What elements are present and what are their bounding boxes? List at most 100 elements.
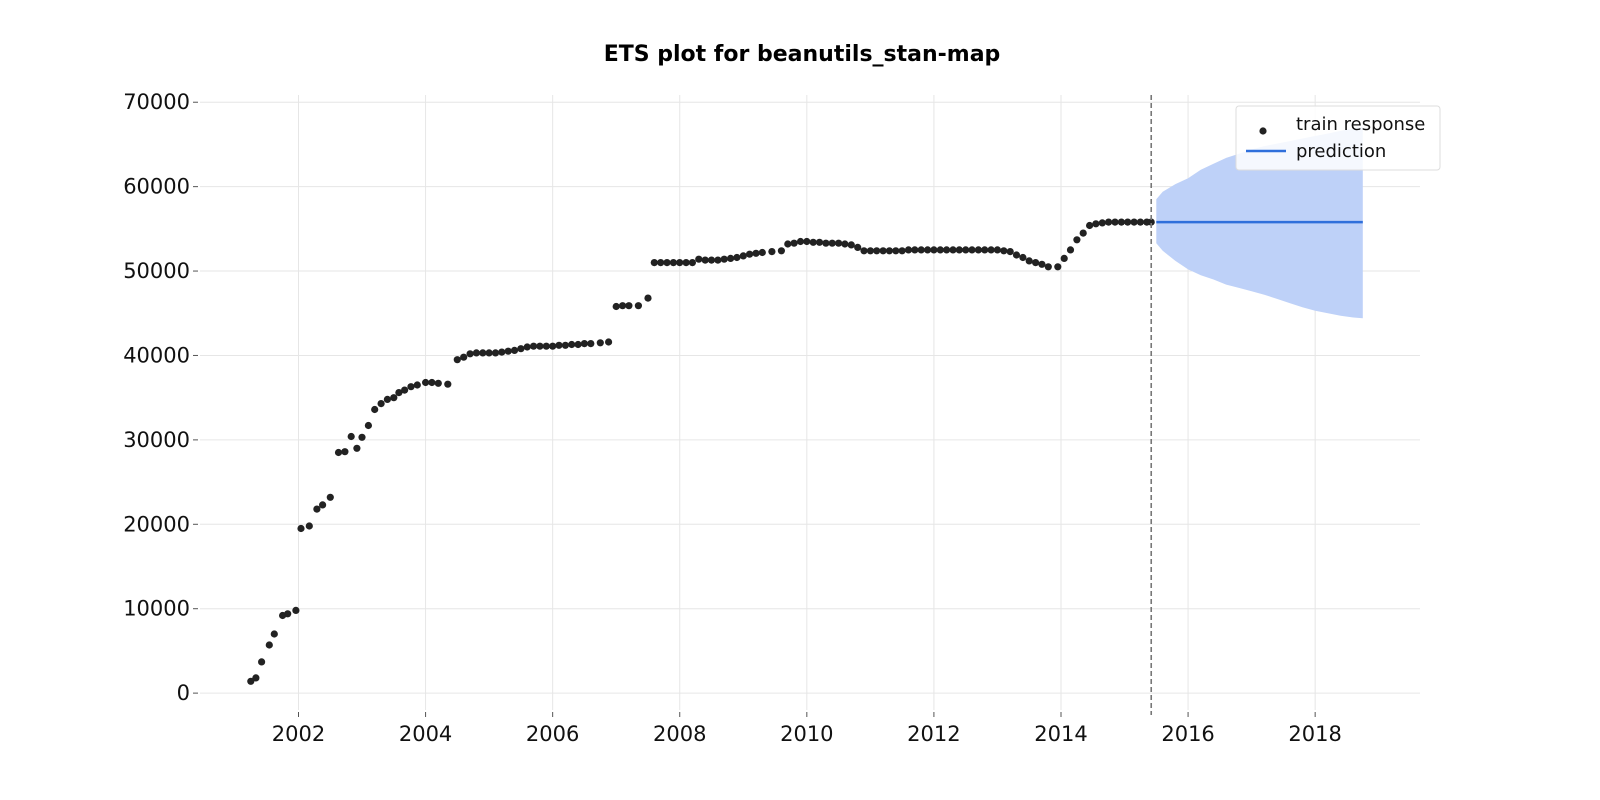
train-response-point <box>758 248 766 257</box>
train-response-point <box>644 294 652 302</box>
grid <box>200 95 1420 710</box>
train-response-point <box>676 259 684 267</box>
train-response-point <box>777 247 786 255</box>
train-response-point <box>1006 248 1014 256</box>
train-response-point <box>395 389 403 397</box>
train-response-point <box>574 340 582 349</box>
train-response-point <box>510 346 519 354</box>
train-response-point <box>1073 236 1081 244</box>
train-response-point <box>401 386 409 394</box>
train-response-point <box>924 246 932 254</box>
train-response-point <box>549 342 557 350</box>
train-response-point <box>815 238 824 246</box>
axes: 0 10000 20000 30000 40000 50000 60000 70000 2002… <box>123 90 1342 746</box>
train-response-point <box>822 239 830 247</box>
train-response-point <box>752 249 760 257</box>
train-response-point <box>390 394 398 402</box>
train-response-point <box>580 340 589 348</box>
x-tick-label: 2018 <box>1288 722 1341 746</box>
train-response-point <box>428 378 436 387</box>
y-tick-label: 0 <box>177 681 190 705</box>
train-response-point <box>504 347 512 355</box>
train-response-point <box>530 342 538 350</box>
train-response-point <box>292 606 300 615</box>
train-response-point <box>943 246 951 254</box>
train-response-point <box>695 255 703 263</box>
y-tick-label: 10000 <box>123 597 190 621</box>
legend-box <box>1235 105 1441 171</box>
train-response-point <box>911 246 919 254</box>
train-response-point <box>587 340 595 348</box>
train-response-point <box>284 610 292 618</box>
y-tick-label: 60000 <box>123 175 190 199</box>
train-response-point <box>892 247 900 255</box>
train-response-point <box>1098 219 1106 227</box>
train-response-point <box>491 349 500 357</box>
train-response-point <box>313 505 321 513</box>
train-response-point <box>596 339 604 347</box>
train-response-point <box>796 237 805 246</box>
train-response-point <box>1054 263 1062 271</box>
x-tick-label: 2002 <box>272 722 325 746</box>
x-tick-label: 2006 <box>526 722 579 746</box>
train-response-point <box>472 349 480 357</box>
train-response-point <box>347 432 355 441</box>
train-response-point <box>619 302 627 310</box>
train-response-point <box>1105 218 1113 226</box>
train-response-point <box>1092 220 1100 228</box>
train-response-points <box>247 218 1155 685</box>
train-response-point <box>1079 229 1087 237</box>
train-response-point <box>784 240 792 248</box>
x-tick-label: 2014 <box>1034 722 1087 746</box>
train-response-point <box>974 246 983 254</box>
train-response-point <box>265 641 273 649</box>
train-response-point <box>568 340 576 349</box>
train-response-point <box>1066 246 1075 254</box>
train-response-point <box>714 256 722 264</box>
train-response-point <box>1038 260 1046 268</box>
train-response-point <box>453 356 461 364</box>
legend-label: train response <box>1296 114 1425 135</box>
train-response-point <box>1086 221 1094 230</box>
train-response-point <box>485 349 493 357</box>
train-response-point <box>305 522 313 530</box>
train-response-point <box>860 247 868 255</box>
train-response-point <box>1032 259 1040 267</box>
y-tick-label: 30000 <box>123 428 190 452</box>
train-response-point <box>1044 263 1052 271</box>
train-response-point <box>334 448 343 457</box>
x-tick-label: 2012 <box>907 722 960 746</box>
train-response-point <box>739 252 747 260</box>
x-tick-label: 2008 <box>653 722 706 746</box>
train-response-point <box>444 380 452 388</box>
train-response-point <box>879 247 887 255</box>
train-response-point <box>460 353 468 361</box>
train-response-point <box>536 342 544 350</box>
train-response-point <box>341 448 349 456</box>
train-response-point <box>650 259 658 267</box>
train-response-point <box>612 302 620 311</box>
train-response-point <box>841 240 849 248</box>
train-response-point <box>523 343 531 351</box>
train-response-point <box>258 658 266 666</box>
train-response-point <box>561 341 570 349</box>
train-response-point <box>803 237 811 246</box>
train-response-point <box>968 246 976 254</box>
train-response-point <box>904 246 913 254</box>
train-response-point <box>847 241 855 249</box>
train-response-point <box>930 246 938 254</box>
train-response-point <box>297 524 305 533</box>
train-response-point <box>955 246 963 254</box>
x-tick-label: 2010 <box>780 722 833 746</box>
train-response-point <box>885 247 894 255</box>
train-response-point <box>707 256 716 264</box>
x-tick-label: 2016 <box>1161 722 1214 746</box>
train-response-point <box>987 246 995 254</box>
train-response-point <box>247 677 255 685</box>
train-response-point <box>326 493 334 501</box>
train-response-point <box>1147 218 1155 226</box>
chart-title: ETS plot for beanutils_stan-map <box>604 42 1001 67</box>
train-response-point <box>866 247 875 255</box>
train-response-point <box>682 259 690 267</box>
train-response-point <box>828 239 836 247</box>
